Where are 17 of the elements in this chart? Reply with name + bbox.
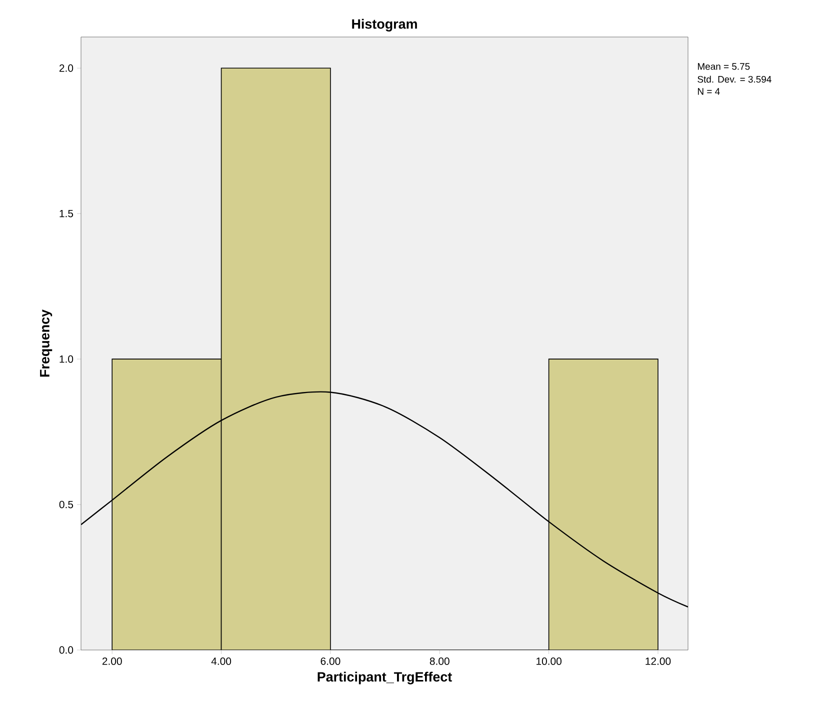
y-tick-label: 1.5 [60, 210, 74, 218]
y-tick-label: 0.0 [59, 646, 74, 654]
x-tick-label: 10.00 [536, 658, 562, 665]
x-tick-label: 2.00 [102, 658, 122, 665]
text: Std. Dev. = 3.594 [698, 76, 772, 83]
text: N = 4 [698, 88, 720, 95]
y-tick-label: 2.0 [59, 64, 74, 72]
chart-title: Histogram [352, 18, 417, 32]
x-tick-label: 8.00 [430, 658, 450, 665]
y-axis-title: Frequency [40, 310, 52, 377]
y-tick-label: 1.0 [60, 355, 74, 363]
y-tick-label: 0.5 [59, 500, 74, 508]
x-tick-label: 12.00 [646, 658, 671, 665]
text: Mean = 5.75 [698, 63, 750, 70]
x-axis-title: Participant_TrgEffect [318, 672, 452, 684]
x-tick-label: 6.00 [320, 658, 340, 665]
x-tick-label: 4.00 [211, 658, 232, 665]
